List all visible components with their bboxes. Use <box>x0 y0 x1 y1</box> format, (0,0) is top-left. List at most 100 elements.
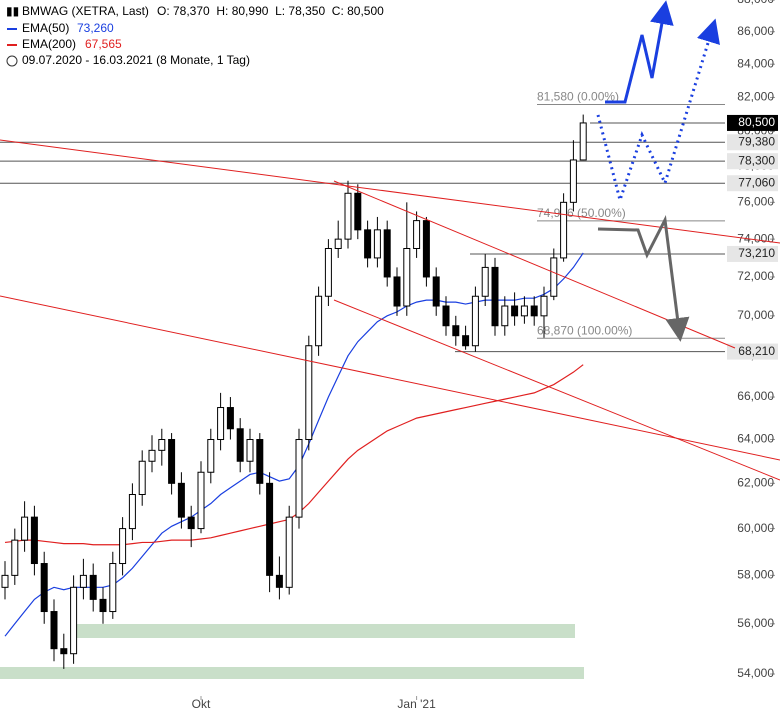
candle-body <box>383 229 391 278</box>
candle-body <box>138 460 146 496</box>
ema-line <box>4 364 584 546</box>
level-label: 79,380 <box>738 134 775 148</box>
y-tick-label: 58,000 <box>737 568 774 582</box>
candle-body <box>30 516 38 565</box>
candle-body <box>560 201 568 259</box>
y-tick-label: 56,000 <box>737 616 774 630</box>
y-tick-label: 60,000 <box>737 521 774 535</box>
y-tick-label: 54,000 <box>737 666 774 680</box>
trend-line <box>333 299 780 481</box>
candle-body <box>364 229 372 259</box>
candle-body <box>442 305 450 327</box>
level-label: 73,210 <box>738 246 775 260</box>
candle-body <box>324 247 332 297</box>
legend-value: 73,260 <box>77 21 114 35</box>
candle-body <box>540 295 548 317</box>
level-box <box>727 134 778 151</box>
y-tick-label: 88,000 <box>737 0 774 6</box>
level-box <box>727 114 778 131</box>
candle-body <box>236 428 244 462</box>
candle-body <box>315 295 323 347</box>
y-tick-label: 82,000 <box>737 90 774 104</box>
fib-label: 68,870 (100.00%) <box>537 323 632 337</box>
trend-line <box>0 295 780 461</box>
candle-body <box>256 439 264 484</box>
candle-body <box>70 586 78 655</box>
level-box <box>727 153 778 170</box>
fib-label: 81,580 (0.00%) <box>537 90 619 104</box>
candle-body <box>344 192 352 240</box>
candle-body <box>177 482 185 518</box>
level-box <box>727 175 778 192</box>
level-box <box>727 245 778 262</box>
y-tick-label: 84,000 <box>737 56 774 70</box>
level-label: 77,060 <box>738 175 775 189</box>
candle-body <box>501 305 509 327</box>
candle-body <box>275 574 283 588</box>
candle-body <box>89 574 97 600</box>
candle-body <box>1 574 9 588</box>
y-tick-label: 72,000 <box>737 269 774 283</box>
candle-body <box>305 345 313 441</box>
candle-body <box>217 407 225 441</box>
y-tick-label: 76,000 <box>737 195 774 209</box>
support-zone <box>75 624 575 638</box>
candle-body <box>79 574 87 588</box>
level-label: 78,300 <box>738 153 775 167</box>
candle-body <box>50 611 58 650</box>
trend-line <box>0 139 780 244</box>
candle-body <box>11 539 19 576</box>
candle-body <box>422 220 430 278</box>
candle-body <box>569 159 577 203</box>
legend: ▮▮ BMWAG (XETRA, Last) O: 78,370 H: 80,9… <box>6 4 384 67</box>
legend-entry: EMA(50) <box>22 21 69 35</box>
candle-body <box>413 220 421 249</box>
legend-period: 09.07.2020 - 16.03.2021 (8 Monate, 1 Tag… <box>22 53 250 67</box>
candle-body <box>148 449 156 462</box>
legend-entry: EMA(200) <box>22 37 76 51</box>
candle-body <box>550 257 558 297</box>
candle-body <box>99 598 107 613</box>
level-label: 68,210 <box>738 344 775 358</box>
candle-body <box>481 266 489 297</box>
candle-body <box>60 648 68 655</box>
legend-ohlc: O: 78,370 H: 80,990 L: 78,350 C: 80,500 <box>157 4 384 18</box>
level-label: 80,500 <box>738 115 775 129</box>
candle-body <box>511 305 519 317</box>
clock-icon <box>6 55 18 67</box>
scenario-arrow <box>596 18 720 206</box>
level-box <box>727 343 778 360</box>
scenario-arrow <box>597 215 690 342</box>
candle-body <box>354 192 362 231</box>
candle-body <box>226 407 234 430</box>
x-tick-label: Jan '21 <box>397 697 436 711</box>
candle-body <box>403 247 411 307</box>
legend-value: 67,565 <box>85 37 122 51</box>
y-tick-label: 66,000 <box>737 389 774 403</box>
candle-body <box>109 563 117 613</box>
candle-body <box>432 276 440 307</box>
legend-icon: ▮▮ <box>6 4 19 18</box>
candle-body <box>119 528 127 565</box>
candle-body <box>128 494 136 530</box>
candle-body <box>158 439 166 451</box>
candle-body <box>295 439 303 518</box>
candle-body <box>334 238 342 249</box>
candle-body <box>373 229 381 259</box>
y-tick-label: 64,000 <box>737 432 774 446</box>
x-tick-label: Okt <box>192 697 211 711</box>
legend-title: BMWAG (XETRA, Last) <box>22 4 149 18</box>
candle-body <box>168 439 176 484</box>
candle-body <box>187 516 195 530</box>
candle-body <box>452 325 460 337</box>
scenario-arrow <box>605 0 674 104</box>
candle-body <box>530 305 538 317</box>
candle-body <box>471 295 479 347</box>
candle-body <box>207 439 215 473</box>
candle-body <box>285 516 293 588</box>
trend-lines <box>0 139 780 481</box>
candle-body <box>266 482 274 576</box>
candle-body <box>520 305 528 317</box>
